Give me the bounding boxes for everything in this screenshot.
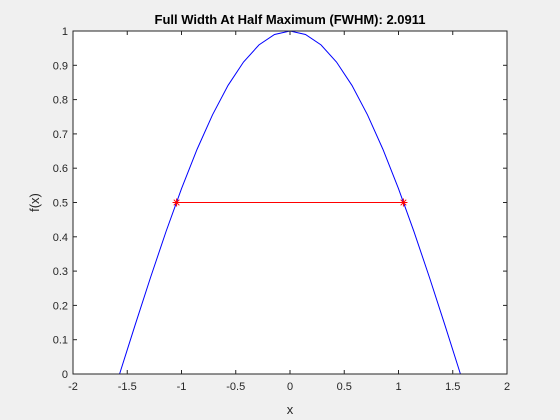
chart-title: Full Width At Half Maximum (FWHM): 2.091… — [155, 12, 426, 27]
x-tick-label: -2 — [68, 381, 78, 393]
x-axis-label: x — [287, 402, 294, 417]
x-tick-label: 0 — [287, 381, 293, 393]
y-tick-label: 0.2 — [53, 300, 68, 312]
x-tick-label: -1.5 — [118, 381, 137, 393]
x-axis-ticks: -2 -1.5 -1 -0.5 0 0.5 1 1.5 2 — [68, 31, 510, 393]
x-tick-label: 1 — [395, 381, 401, 393]
y-tick-label: 0.8 — [53, 95, 68, 107]
x-tick-label: 0.5 — [337, 381, 352, 393]
y-tick-label: 0.5 — [53, 198, 68, 210]
y-tick-label: 0.6 — [53, 163, 68, 175]
y-axis-label: f(x) — [27, 193, 42, 212]
y-tick-label: 0.9 — [53, 60, 68, 72]
y-tick-label: 0 — [62, 369, 68, 381]
half-maximum-marker — [172, 198, 181, 207]
y-axis-ticks: 0 0.1 0.2 0.3 0.4 0.5 0.6 0.7 0.8 0.9 1 — [53, 26, 507, 381]
x-tick-label: 2 — [504, 381, 510, 393]
half-maximum-marker — [399, 198, 408, 207]
y-tick-label: 0.1 — [53, 335, 68, 347]
x-tick-label: 1.5 — [445, 381, 460, 393]
y-tick-label: 0.4 — [53, 232, 68, 244]
y-tick-label: 0.7 — [53, 129, 68, 141]
y-tick-label: 0.3 — [53, 266, 68, 278]
x-tick-label: -1 — [177, 381, 187, 393]
x-tick-label: -0.5 — [226, 381, 245, 393]
y-tick-label: 1 — [62, 26, 68, 38]
